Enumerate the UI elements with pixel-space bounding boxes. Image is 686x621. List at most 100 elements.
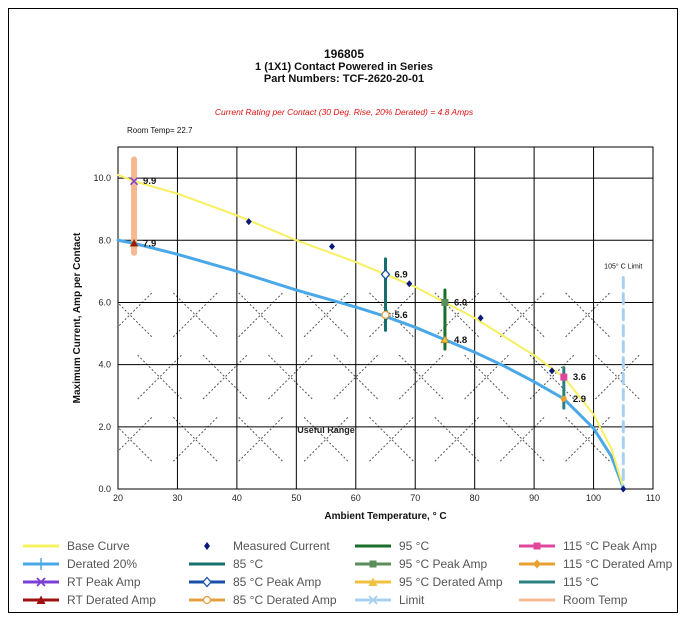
legend-symbol [355,595,391,605]
derated-115c-marker [560,395,567,402]
legend-label: Measured Current [233,539,330,553]
legend-label: 115 °C [563,575,599,589]
legend-label: Derated 20% [67,557,138,571]
legend-marker [35,558,47,570]
legend-symbol [519,580,555,584]
legend-symbol [189,595,225,605]
legend-symbol [23,558,59,570]
legend-item: 115 °C Derated Amp [517,555,672,573]
chart-title-line3: Part Numbers: TCF-2620-20-01 [263,73,425,85]
peak-115c-marker [560,373,568,381]
legend-item: RT Derated Amp [21,591,156,609]
peak-85c-marker [380,268,391,280]
x-tick-label: 110 [646,493,660,503]
legend-item: Base Curve [21,537,130,555]
legend-item: 95 °C Derated Amp [353,573,503,591]
legend-label: 95 °C [399,539,430,553]
legend-symbol [355,544,391,548]
y-tick-label: 6.0 [98,297,111,307]
derated-85c-marker [381,310,390,320]
legend-item: 95 °C Peak Amp [353,555,487,573]
legend-label: 95 °C Peak Amp [399,557,488,571]
data-label: 9.9 [143,176,156,187]
legend-marker [202,576,212,588]
x-tick-label: 90 [529,493,539,503]
room-temp-annotation: Room Temp= 22.7 [127,126,193,135]
measured-current-point [548,367,555,375]
chart-title-line2: 1 (1X1) Contact Powered in Series [255,61,433,73]
legend-item: 95 °C [353,537,429,555]
legend-item: 115 °C [517,573,599,591]
legend-item: Limit [353,591,424,609]
measured-current-point [620,485,627,493]
data-label: 6.9 [395,269,408,280]
data-label: 4.8 [454,335,467,346]
legend-symbol [23,544,59,548]
measured-current-point [329,242,335,250]
plot-axes: 20 30 40 50 60 70 80 90 100 110 0.0 2.0 4.0 6.0 8.0 10.… [72,146,660,522]
x-tick-label: 40 [232,493,242,503]
measured-current-point [406,280,413,288]
legend-label: Limit [399,593,425,607]
legend-item: 85 °C Peak Amp [187,573,321,591]
legend-label: 85 °C Derated Amp [233,593,337,607]
derated-95c-marker [440,335,450,344]
legend-label: 115 °C Peak Amp [563,539,657,553]
legend-item: Room Temp [517,591,627,609]
legend-item: 85 °C Derated Amp [187,591,337,609]
legend-symbol [519,598,555,602]
x-tick-label: 20 [113,493,123,503]
legend-item: Derated 20% [21,555,137,573]
legend-marker [368,595,378,605]
plot-marks: Useful Range 105° C Limit 9.9 7.9 6.9 5.6 6.0 4… [116,156,642,493]
legend-symbol [519,559,555,569]
chart-frame: 196805 1 (1X1) Contact Powered in Series… [8,8,678,613]
legend-marker [202,595,212,605]
x-tick-label: 100 [586,493,601,503]
measured-current-point [477,314,484,322]
legend-symbol [519,542,555,550]
data-label: 2.9 [573,394,586,405]
chart-title-block: 196805 1 (1X1) Contact Powered in Series… [9,47,679,85]
x-tick-label: 70 [410,493,420,503]
legend-label: Room Temp [563,593,628,607]
legend-marker [36,577,46,587]
legend-label: 85 °C Peak Amp [233,575,322,589]
plot-svg: 20 30 40 50 60 70 80 90 100 110 0.0 2.0 4.0 6.0 8.0 10.… [72,146,660,522]
limit-annotation: 105° C Limit [604,262,642,270]
x-axis-label: Ambient Temperature, ° C [324,511,446,522]
chart-title: 196805 [323,47,365,61]
legend-symbol [189,576,225,588]
useful-range-label: Useful Range [297,425,355,435]
legend-symbol [189,562,225,566]
legend-marker [36,595,46,604]
legend-marker [533,542,541,550]
legend-label: 85 °C [233,557,264,571]
legend-label: RT Peak Amp [67,575,141,589]
legend: Base Curve Measured Current 95 °C 115 °C Pe… [9,537,679,612]
y-axis-label: Maximum Current, Amp per Contact [72,232,83,403]
x-tick-label: 80 [470,493,480,503]
legend-label: RT Derated Amp [67,593,156,607]
legend-item: Measured Current [187,537,330,555]
data-label: 7.9 [143,238,156,249]
legend-marker [368,577,378,586]
y-tick-label: 10.0 [93,173,111,183]
data-label: 5.6 [395,310,408,321]
y-tick-label: 0.0 [98,484,111,494]
x-tick-label: 60 [351,493,361,503]
y-tick-label: 4.0 [98,360,111,370]
legend-item: 85 °C [187,555,263,573]
data-label: 6.0 [454,297,467,308]
legend-label: 95 °C Derated Amp [399,575,503,589]
data-label: 3.6 [573,372,586,383]
legend-symbol [23,577,59,587]
derated-20-curve [116,238,625,490]
legend-symbol [355,577,391,586]
y-tick-label: 8.0 [98,235,111,245]
legend-label: 115 °C Derated Amp [563,557,673,571]
peak-95c-marker [441,298,449,306]
x-tick-label: 50 [291,493,301,503]
plot-border [117,146,654,490]
rt-derated-marker [129,238,139,247]
